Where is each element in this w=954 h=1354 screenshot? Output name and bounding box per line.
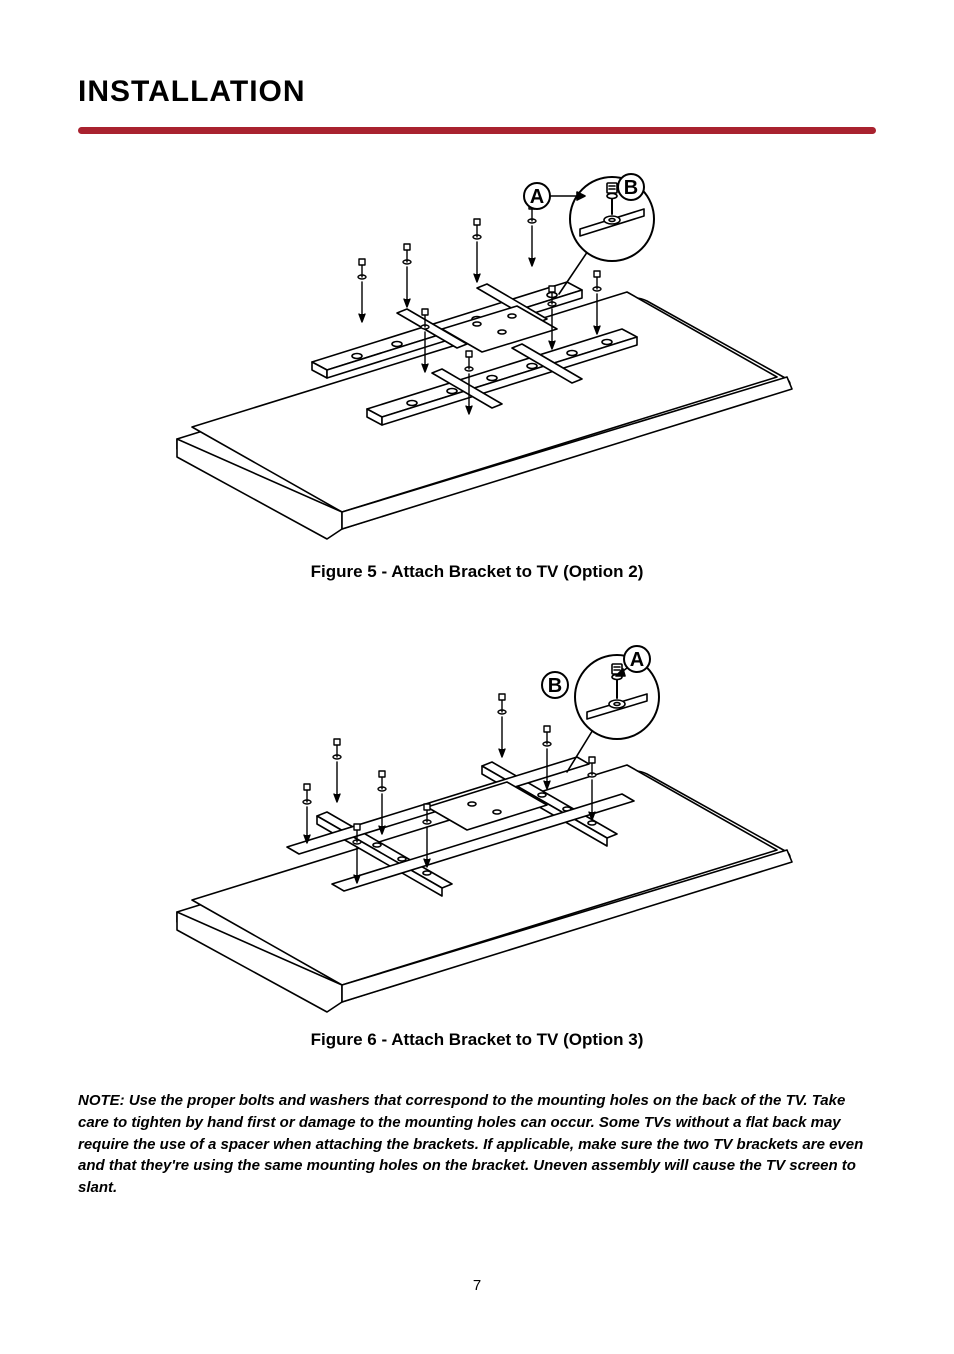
title-rule <box>78 127 876 134</box>
figure-6-label-b: B <box>548 675 562 697</box>
figure-5-label-a: A <box>530 186 544 208</box>
figure-6-diagram: B A <box>157 622 797 1017</box>
note-text: NOTE: Use the proper bolts and washers t… <box>78 1090 876 1199</box>
figure-6-block: B A Figure 6 - Attach Bracket to TV (Opt… <box>78 622 876 1050</box>
page-title: INSTALLATION <box>78 75 876 109</box>
figure-5-block: A B Figure 5 - Attach Bracket to TV (Opt… <box>78 164 876 582</box>
figure-5-diagram: A B <box>157 164 797 549</box>
page-number: 7 <box>0 1277 954 1294</box>
figure-6-caption: Figure 6 - Attach Bracket to TV (Option … <box>78 1030 876 1050</box>
figure-5-caption: Figure 5 - Attach Bracket to TV (Option … <box>78 562 876 582</box>
figure-6-label-a: A <box>630 649 644 671</box>
figure-5-label-b: B <box>624 177 638 199</box>
